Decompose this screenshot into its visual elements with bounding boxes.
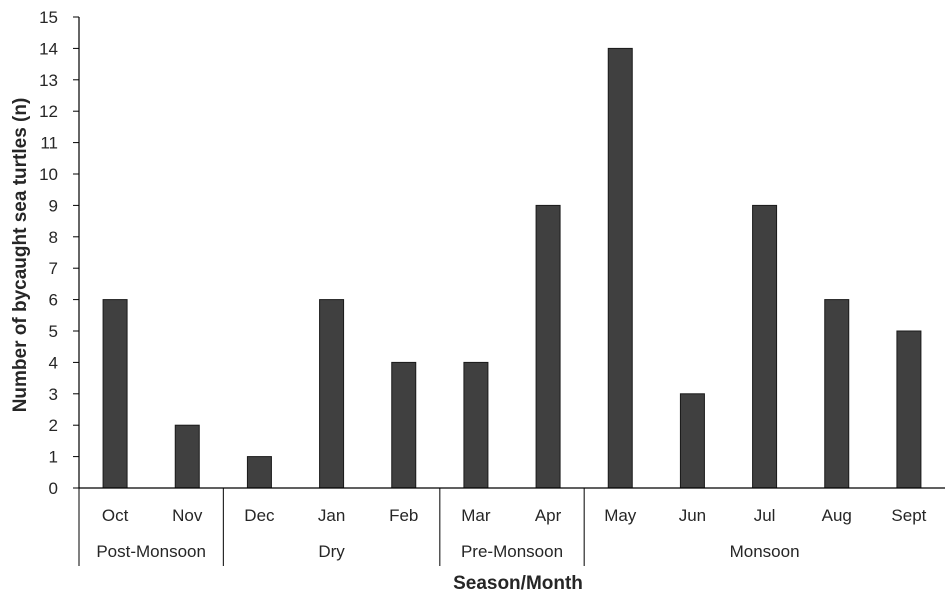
- x-tick-label: Oct: [102, 506, 129, 525]
- y-tick-label: 4: [49, 353, 58, 372]
- bar-apr: [535, 204, 561, 489]
- bar-sept: [896, 330, 922, 489]
- y-tick-label: 8: [49, 228, 58, 247]
- x-tick-label: Sept: [891, 506, 926, 525]
- x-tick-label: Apr: [535, 506, 562, 525]
- y-tick-label: 9: [49, 196, 58, 215]
- y-tick-label: 11: [40, 134, 58, 153]
- x-tick-label: Dec: [244, 506, 275, 525]
- bar-jan: [319, 299, 345, 489]
- bar-may: [607, 47, 633, 489]
- x-tick-label: Mar: [461, 506, 491, 525]
- bar-jul: [752, 204, 778, 489]
- y-tick-label: 5: [49, 322, 58, 341]
- x-category-labels: Oct Nov Dec Jan Feb Mar Apr May Jun Jul Aug Sept: [102, 506, 927, 525]
- y-tick-label: 14: [39, 39, 58, 58]
- y-tick-label: 6: [49, 291, 58, 310]
- bar-mar: [463, 361, 489, 489]
- y-tick-label: 12: [39, 102, 58, 121]
- bar-oct: [102, 299, 128, 489]
- x-tick-label: Nov: [172, 506, 203, 525]
- y-tick-label: 13: [39, 71, 58, 90]
- x-tick-label: Feb: [389, 506, 418, 525]
- x-tick-label: Jul: [754, 506, 776, 525]
- x-tick-label: Jun: [679, 506, 706, 525]
- group-label: Post-Monsoon: [96, 542, 206, 561]
- x-tick-label: May: [604, 506, 637, 525]
- bars: [102, 47, 922, 489]
- y-tick-label: 1: [49, 448, 58, 467]
- x-axis-title: Season/Month: [453, 573, 583, 594]
- bar-aug: [824, 299, 850, 489]
- y-tick-label: 10: [39, 165, 58, 184]
- bar-nov: [174, 424, 200, 489]
- bar-jun: [679, 393, 705, 489]
- y-tick-label: 7: [49, 259, 58, 278]
- group-label: Monsoon: [730, 542, 800, 561]
- x-tick-label: Jan: [318, 506, 345, 525]
- y-axis-title: Number of bycaught sea turtles (n): [10, 98, 31, 413]
- y-tick-label: 3: [49, 385, 58, 404]
- x-group-labels: Post-Monsoon Dry Pre-Monsoon Monsoon: [78, 488, 800, 566]
- group-label: Dry: [318, 542, 345, 561]
- bar-feb: [391, 361, 417, 489]
- x-tick-label: Aug: [822, 506, 852, 525]
- bar-dec: [246, 456, 272, 489]
- y-tick-label: 2: [49, 416, 58, 435]
- y-tick-label: 0: [49, 479, 58, 498]
- y-tick-label: 15: [39, 8, 58, 27]
- group-label: Pre-Monsoon: [461, 542, 563, 561]
